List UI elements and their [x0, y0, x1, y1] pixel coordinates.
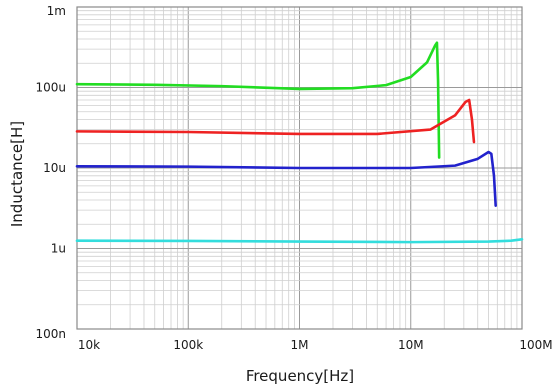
series-line-3	[75, 150, 497, 208]
x-tick-label: 100M	[519, 338, 552, 352]
y-tick-label: 1m	[47, 4, 66, 18]
y-tick-label: 100n	[35, 327, 66, 341]
series-line-4	[75, 238, 524, 244]
x-tick-label: 10M	[398, 338, 424, 352]
x-tick-label: 100k	[173, 338, 203, 352]
y-tick-label: 1u	[51, 242, 66, 256]
y-axis-tick-labels: 100n 1u 10u 100u 1m	[35, 4, 66, 341]
series-line-2	[75, 98, 476, 144]
x-tick-label: 10k	[78, 338, 100, 352]
series-line-1	[75, 41, 441, 159]
y-tick-label: 10u	[43, 161, 66, 175]
y-tick-label: 100u	[35, 81, 66, 95]
x-axis-tick-labels: 10k 100k 1M 10M 100M	[78, 338, 553, 352]
x-tick-label: 1M	[291, 338, 309, 352]
data-series	[75, 41, 524, 244]
x-axis-label: Frequency[Hz]	[246, 367, 354, 385]
plot-frame	[76, 6, 523, 330]
y-axis-label: Inductance[H]	[8, 121, 26, 227]
